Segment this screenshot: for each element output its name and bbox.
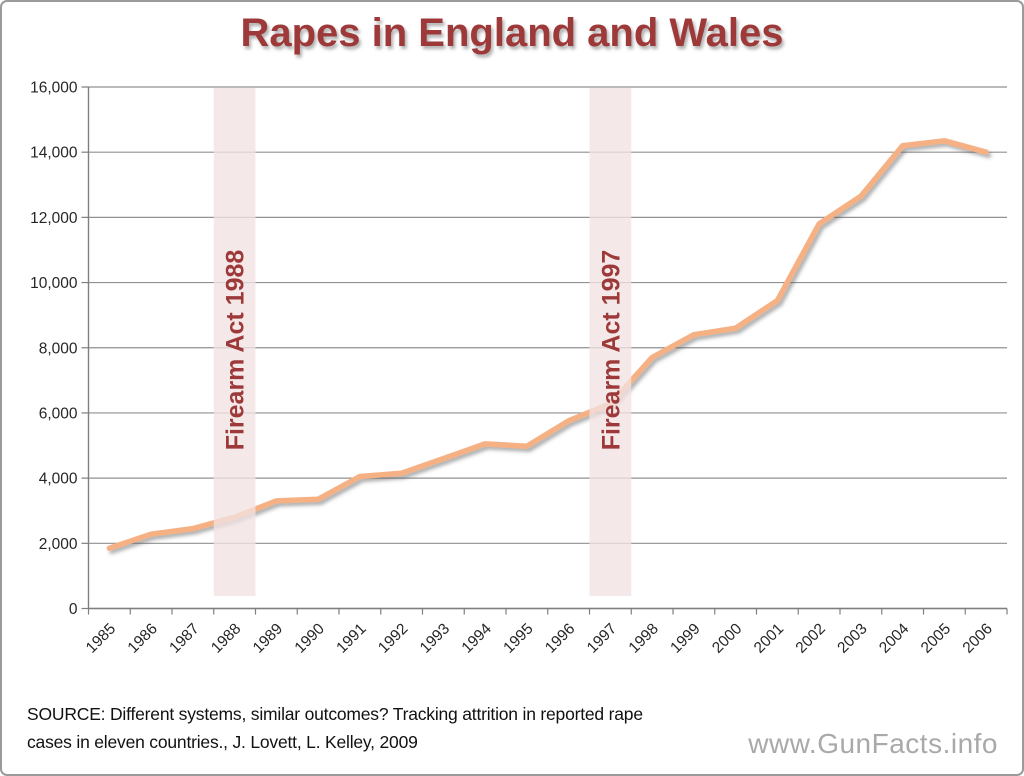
source-line-1: SOURCE: Different systems, similar outco… — [27, 704, 643, 724]
x-axis-label: 1995 — [500, 620, 536, 656]
x-axis-label: 1991 — [333, 620, 369, 656]
y-axis-label: 12,000 — [30, 210, 78, 227]
line-chart-canvas: Firearm Act 1988 Firearm Act 1997 0 2,000 4… — [30, 80, 1008, 657]
annotation-bands-group: Firearm Act 1988 Firearm Act 1997 — [213, 88, 632, 596]
x-axis-label: 1993 — [417, 620, 453, 656]
x-axis-label: 1997 — [584, 620, 620, 656]
watermark: www.GunFacts.info — [748, 728, 998, 759]
x-axis-label: 2005 — [918, 620, 954, 656]
x-axis-label: 2006 — [960, 620, 996, 656]
axes-group — [81, 86, 1008, 615]
annotation-label-1997: Firearm Act 1997 — [597, 250, 625, 451]
annotation-band-1997 — [589, 88, 632, 596]
y-axis-label: 2,000 — [39, 536, 78, 553]
x-axis-label: 2000 — [709, 620, 746, 657]
y-axis-label: 10,000 — [30, 275, 78, 292]
axis-labels-group: 0 2,000 4,000 6,000 8,000 10,000 12,000 14,000 1… — [30, 80, 996, 657]
source-citation: SOURCE: Different systems, similar outco… — [27, 700, 643, 756]
x-axis-label: 1985 — [83, 620, 119, 656]
x-axis-label: 1998 — [626, 620, 662, 656]
y-axis-label: 6,000 — [39, 405, 78, 422]
x-axis-label: 1990 — [292, 620, 329, 657]
annotation-label-1988: Firearm Act 1988 — [222, 250, 250, 451]
x-axis-label: 2001 — [751, 620, 787, 656]
x-axis-label: 1994 — [459, 620, 496, 657]
y-axis-label: 16,000 — [30, 80, 78, 97]
x-axis-label: 1988 — [208, 620, 244, 656]
y-axis-label: 4,000 — [39, 471, 78, 488]
y-axis-label: 0 — [69, 601, 78, 618]
x-axis-label: 2003 — [834, 620, 870, 656]
x-axis-label: 1999 — [667, 620, 703, 656]
chart-title: Rapes in England and Wales — [240, 11, 784, 55]
x-axis-label: 1996 — [542, 620, 578, 656]
x-axis-label: 2004 — [876, 620, 913, 657]
x-axis-label: 2002 — [793, 620, 829, 656]
x-axis-label: 1987 — [166, 620, 202, 656]
annotation-band-1988 — [213, 88, 256, 596]
x-axis-label: 1989 — [250, 620, 286, 656]
y-axis-label: 8,000 — [39, 340, 78, 357]
y-axis-label: 14,000 — [30, 145, 78, 162]
x-axis-label: 1992 — [375, 620, 411, 656]
x-axis-label: 1986 — [125, 620, 161, 656]
source-line-2: cases in eleven countries., J. Lovett, L… — [27, 732, 418, 752]
